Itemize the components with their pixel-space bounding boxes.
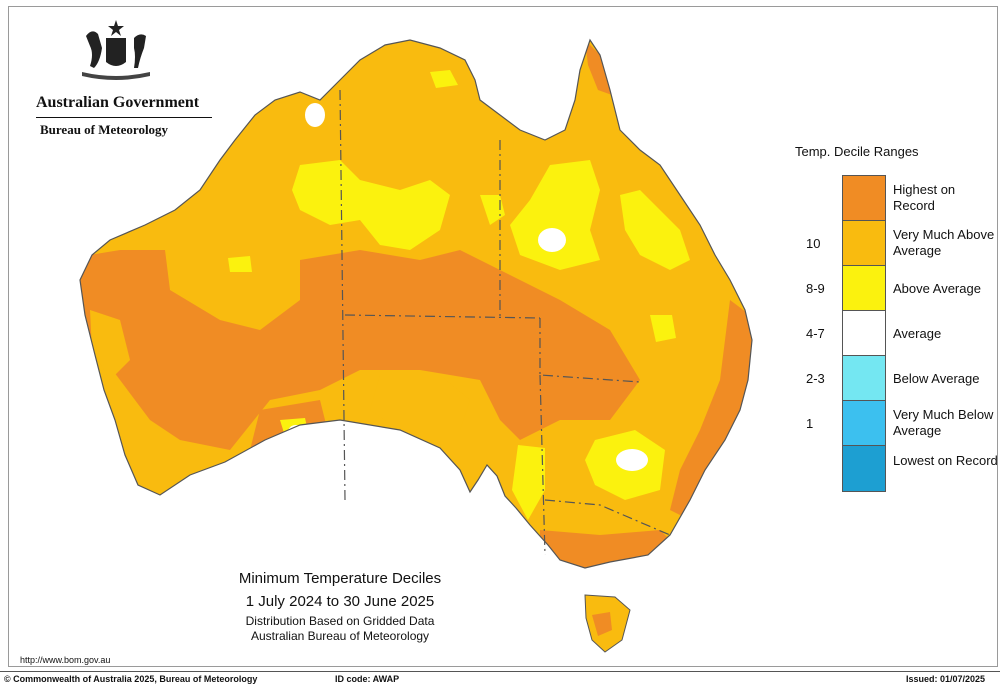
legend-range-below: 2-3 bbox=[806, 371, 825, 386]
legend-title: Temp. Decile Ranges bbox=[795, 144, 919, 159]
region-above-qld-small bbox=[650, 315, 676, 342]
region-highest-east-coast bbox=[670, 300, 752, 520]
legend-color-bar bbox=[842, 175, 886, 492]
region-above-top-end bbox=[292, 160, 450, 250]
map-date-range: 1 July 2024 to 30 June 2025 bbox=[245, 593, 435, 610]
legend-swatch-very-much-below bbox=[843, 401, 885, 446]
region-above-sa-gulf bbox=[512, 445, 545, 520]
region-average-kimberley bbox=[305, 103, 325, 127]
region-above-gulf bbox=[480, 195, 505, 225]
region-highest-south-coast bbox=[250, 400, 330, 470]
map-title-block: Minimum Temperature Deciles 1 July 2024 … bbox=[190, 570, 490, 644]
footer-bar: © Commonwealth of Australia 2025, Bureau… bbox=[0, 671, 1000, 686]
region-above-kimberley bbox=[430, 70, 458, 88]
region-vma-central bbox=[370, 375, 470, 430]
map-title: Minimum Temperature Deciles bbox=[238, 570, 442, 587]
tasmania-highest bbox=[592, 612, 612, 636]
region-average-qld bbox=[538, 228, 566, 252]
map-subtitle-source: Australian Bureau of Meteorology bbox=[250, 629, 430, 643]
legend-label-above: Above Average bbox=[893, 281, 981, 296]
coat-of-arms-icon bbox=[82, 20, 150, 80]
region-average-nsw bbox=[616, 449, 648, 471]
australian-government-logo: Australian Government Bureau of Meteorol… bbox=[28, 18, 218, 148]
bom-url-link[interactable]: http://www.bom.gov.au bbox=[20, 655, 111, 665]
legend-label-below: Below Average bbox=[893, 371, 980, 386]
legend-label-very-much-above: Very Much Above Average bbox=[893, 227, 995, 258]
region-vma-west-coast bbox=[90, 310, 130, 380]
footer-issued-date: Issued: 01/07/2025 bbox=[906, 674, 986, 684]
legend-label-average: Average bbox=[893, 326, 942, 341]
map-subtitle-distribution: Distribution Based on Gridded Data bbox=[245, 614, 435, 628]
region-highest-cape bbox=[585, 40, 612, 95]
legend-swatch-average bbox=[843, 311, 885, 356]
region-highest-west bbox=[80, 250, 640, 450]
legend-range-very-much-below: 1 bbox=[806, 416, 814, 431]
region-above-qld-coast bbox=[620, 190, 690, 270]
legend-label-very-much-below: Very Much Below Average bbox=[893, 407, 994, 438]
state-borders bbox=[339, 89, 671, 556]
legend-label-highest: Highest on Record bbox=[893, 182, 956, 213]
region-above-qld-north bbox=[510, 160, 600, 270]
legend-range-above: 8-9 bbox=[806, 281, 825, 296]
legend-swatch-lowest bbox=[843, 446, 885, 491]
legend-swatch-below bbox=[843, 356, 885, 401]
footer-copyright: © Commonwealth of Australia 2025, Bureau… bbox=[4, 674, 258, 684]
legend-swatch-very-much-above bbox=[843, 221, 885, 266]
legend-range-average: 4-7 bbox=[806, 326, 825, 341]
region-above-wa-small bbox=[228, 256, 252, 272]
legend-swatch-above bbox=[843, 266, 885, 311]
bureau-name: Bureau of Meteorology bbox=[40, 122, 169, 137]
government-name: Australian Government bbox=[36, 94, 212, 118]
legend-label-lowest: Lowest on Record bbox=[893, 453, 998, 468]
footer-id-code: ID code: AWAP bbox=[335, 674, 400, 684]
legend-swatch-highest bbox=[843, 176, 885, 221]
legend-range-very-much-above: 10 bbox=[806, 236, 821, 251]
